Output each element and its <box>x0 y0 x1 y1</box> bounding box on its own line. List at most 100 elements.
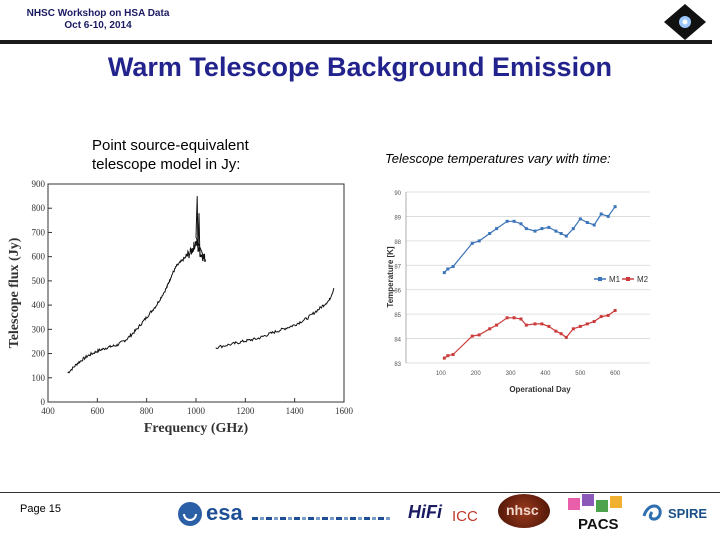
x-tick-label: 600 <box>91 406 105 416</box>
telescope-flux-chart: 400 600 800 1000 1200 1400 1600 0 100 200 300 400 50… <box>4 176 354 438</box>
data-point-M1 <box>533 229 537 233</box>
y-axis-label: Temperature [K] <box>386 246 395 308</box>
header-divider <box>0 40 712 44</box>
y-tick-label: 700 <box>32 227 46 237</box>
workshop-dates: Oct 6-10, 2014 <box>64 20 132 31</box>
data-point-M2 <box>564 335 568 339</box>
esa-logo: esa <box>176 500 396 528</box>
data-point-M2 <box>613 309 617 312</box>
data-point-M1 <box>578 217 582 221</box>
y-tick-label: 90 <box>394 191 401 197</box>
nhsc-logo-text: nhsc <box>506 502 539 518</box>
x-tick-label: 600 <box>610 371 621 377</box>
data-point-M1 <box>442 271 446 275</box>
esa-globe-icon <box>178 502 202 526</box>
y-tick-label: 85 <box>394 313 401 319</box>
data-point-M2 <box>533 322 537 326</box>
y-tick-label: 900 <box>32 179 46 189</box>
esa-logo-text: esa <box>206 500 243 525</box>
x-tick-label: 800 <box>140 406 154 416</box>
spire-swirl-icon <box>642 504 662 521</box>
data-point-M2 <box>519 317 523 321</box>
data-point-M1 <box>540 227 544 231</box>
y-tick-label: 86 <box>394 289 401 295</box>
x-tick-label: 500 <box>575 371 586 377</box>
x-tick-label: 1000 <box>187 406 206 416</box>
data-point-M2 <box>477 333 481 337</box>
x-tick-label: 300 <box>506 371 517 377</box>
slide-title: Warm Telescope Background Emission <box>107 52 613 82</box>
hifi-logo-text: HiFi <box>408 502 442 522</box>
y-tick-label: 100 <box>32 373 46 383</box>
y-tick-label: 88 <box>394 240 401 246</box>
data-point-M2 <box>512 316 516 320</box>
data-point-M1 <box>519 222 523 226</box>
x-tick-label: 400 <box>540 371 551 377</box>
footer-divider <box>0 492 720 493</box>
y-tick-label: 87 <box>394 264 401 270</box>
data-point-M2 <box>505 316 509 320</box>
data-point-M2 <box>442 356 446 360</box>
page-number: Page 15 <box>20 503 61 515</box>
data-point-M1 <box>585 221 589 224</box>
data-point-M1 <box>477 239 481 243</box>
x-tick-label: 1200 <box>236 406 255 416</box>
data-point-M2 <box>599 315 603 319</box>
y-tick-label: 83 <box>394 362 401 368</box>
x-tick-label: 400 <box>41 406 55 416</box>
legend-m1: M1 <box>609 275 621 284</box>
pacs-graphic-icon <box>568 494 622 512</box>
y-tick-label: 84 <box>394 338 401 344</box>
x-tick-label: 1400 <box>286 406 305 416</box>
data-point-M2 <box>606 313 610 317</box>
y-tick-label: 0 <box>41 397 46 407</box>
y-tick-label: 500 <box>32 276 46 286</box>
data-point-M1 <box>606 214 610 218</box>
data-point-M1 <box>571 227 575 231</box>
data-point-M2 <box>578 324 582 328</box>
y-tick-label: 800 <box>32 203 46 213</box>
data-point-M1 <box>559 232 563 235</box>
herschel-logo-icon <box>664 4 706 40</box>
data-point-M2 <box>470 334 474 338</box>
data-point-M2 <box>547 324 551 328</box>
data-point-M1 <box>554 229 558 233</box>
data-point-M1 <box>505 219 509 223</box>
data-point-M1 <box>495 227 499 231</box>
data-point-M1 <box>524 227 528 231</box>
data-point-M2 <box>451 353 455 356</box>
nhsc-logo: nhsc <box>498 494 550 528</box>
spire-logo: SPIRE <box>640 500 714 528</box>
data-point-M1 <box>446 267 450 271</box>
data-point-M2 <box>540 322 544 326</box>
data-point-M1 <box>488 232 492 235</box>
data-point-M1 <box>547 225 551 229</box>
data-point-M2 <box>571 327 575 331</box>
legend-m2: M2 <box>637 275 649 284</box>
x-axis-label: Frequency (GHz) <box>144 421 249 436</box>
data-point-M2 <box>524 323 528 327</box>
workshop-title: NHSC Workshop on HSA Data Oct 6-10, 2014 <box>18 8 178 32</box>
hifi-logo: HiFi ICC <box>408 500 488 528</box>
y-tick-label: 200 <box>32 349 46 359</box>
data-point-M1 <box>451 265 455 268</box>
data-point-M2 <box>592 320 596 323</box>
x-tick-label: 100 <box>436 371 447 377</box>
spectrum-series-band-low <box>67 196 206 374</box>
y-tick-label: 89 <box>394 215 401 221</box>
temperature-chart: 83 84 85 86 87 88 89 90 100 200 300 400 500 600 M1 M2… <box>382 182 654 398</box>
spire-logo-text: SPIRE <box>668 506 708 521</box>
data-point-M2 <box>559 332 563 336</box>
data-point-M2 <box>446 354 450 358</box>
data-point-M1 <box>512 219 516 223</box>
y-tick-label: 400 <box>32 300 46 310</box>
y-axis-label: Telescope flux (Jy) <box>7 237 22 348</box>
data-point-M1 <box>613 205 617 209</box>
data-point-M1 <box>592 223 596 227</box>
data-point-M2 <box>585 322 589 326</box>
icc-logo-text: ICC <box>452 508 478 525</box>
y-tick-label: 300 <box>32 324 46 334</box>
data-point-M1 <box>599 212 603 216</box>
legend: M1 M2 <box>594 275 649 284</box>
data-point-M2 <box>488 327 492 331</box>
